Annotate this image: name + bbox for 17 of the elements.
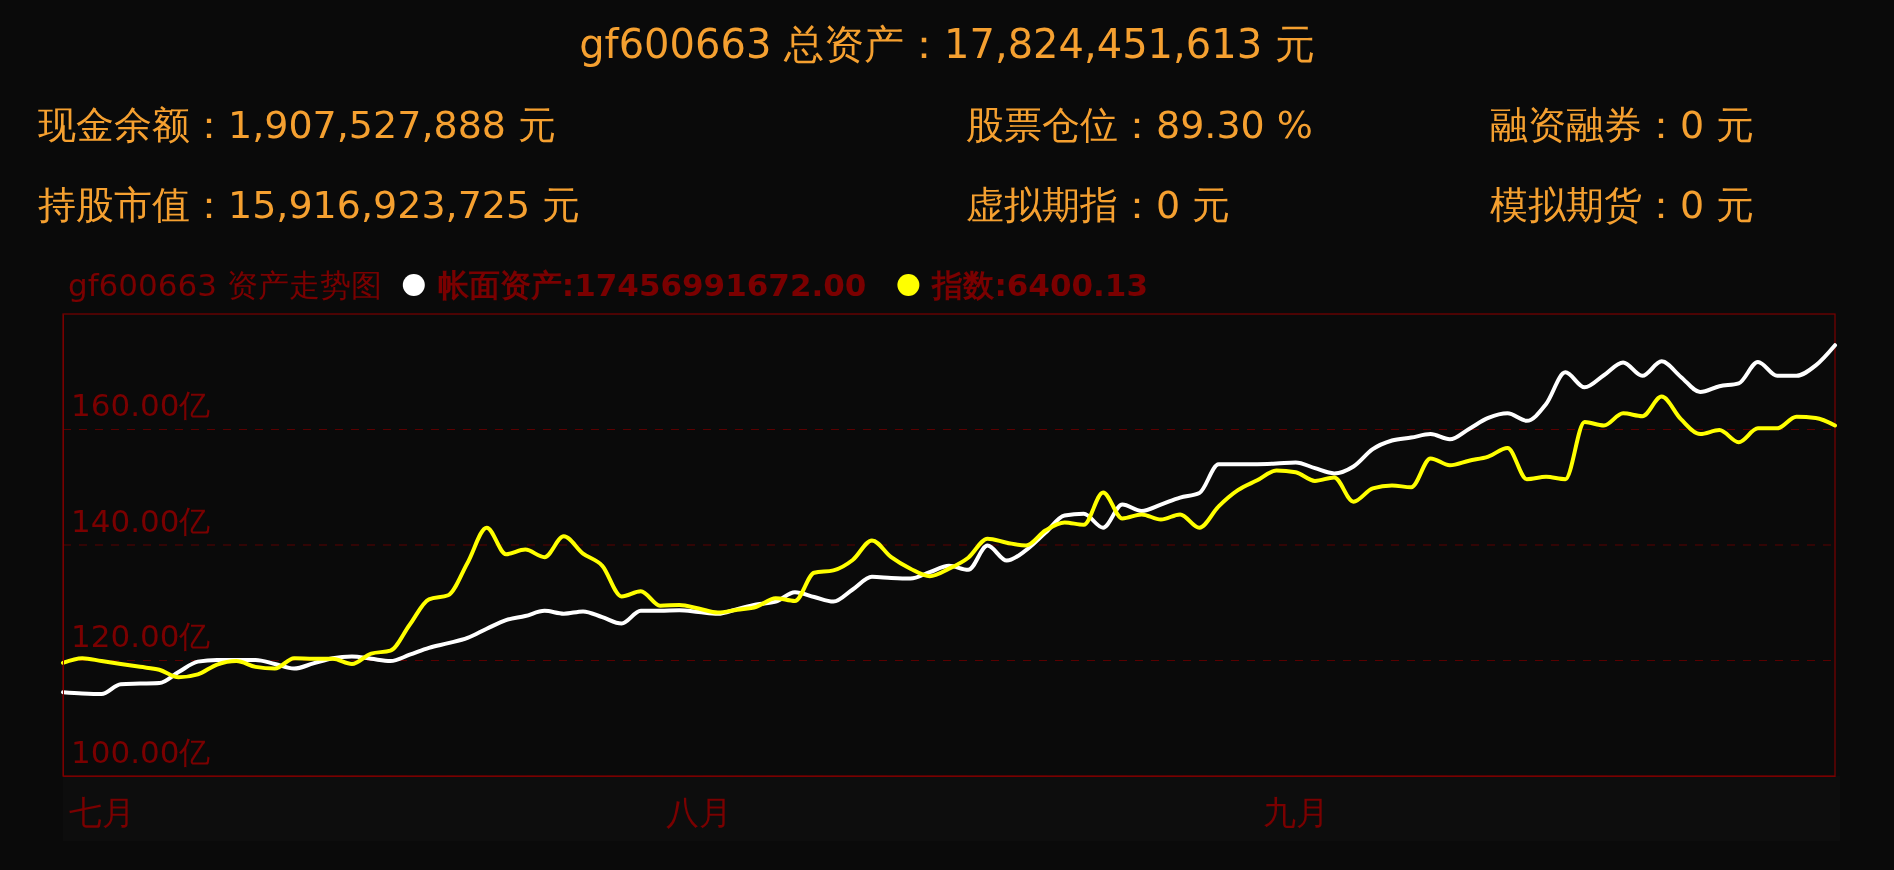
text: 持股市值：15,916,923,725 元 [38,183,581,227]
text: 虚拟期指：0 元 [966,183,1231,227]
y-tick-label: 140.00亿 [71,502,211,539]
text: 现金余额：1,907,527,888 元 [38,103,557,147]
text: 模拟期货：0 元 [1490,183,1755,227]
chart-title: gf600663 总资产：17,824,451,613 元 [579,21,1315,67]
text: 融资融券：0 元 [1490,103,1755,147]
y-tick-label: 100.00亿 [71,733,211,770]
y-tick-label: 120.00亿 [71,618,211,655]
x-tick-label: 八月 [666,792,733,832]
x-tick-label: 七月 [69,792,136,832]
x-tick-label: 九月 [1263,792,1330,832]
y-tick-label: 160.00亿 [71,387,211,424]
legend-label: 指数:6400.13 [931,267,1148,303]
legend-label: 帐面资产:17456991672.00 [437,267,867,303]
chart-subtitle: gf600663 资产走势图 [68,267,382,303]
text: 股票仓位：89.30 % [966,103,1313,147]
